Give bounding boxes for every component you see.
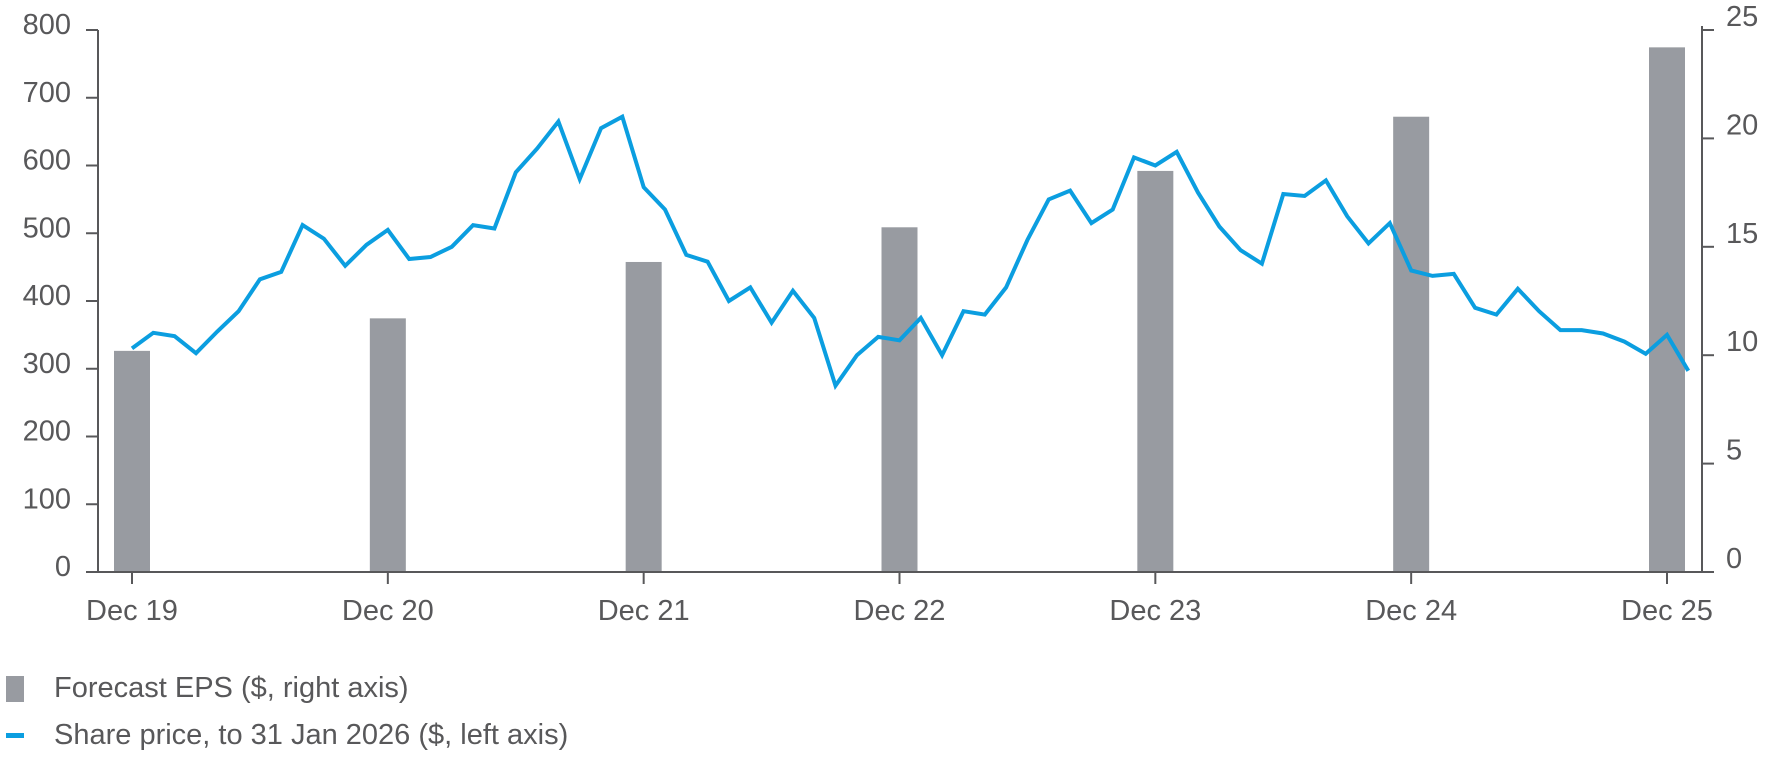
eps-bar — [1393, 116, 1430, 572]
right-axis-tick-label: 25 — [1726, 1, 1758, 33]
x-axis-tick-label: Dec 22 — [854, 595, 946, 627]
right-axis-tick-label: 5 — [1726, 435, 1742, 467]
right-axis-tick-label: 0 — [1726, 543, 1742, 575]
axes: 0 100 200 300 400 500 600 700 800 0 5 10 15 20 25 Dec 1… — [23, 1, 1759, 627]
right-axis-tick-label: 15 — [1726, 218, 1758, 250]
x-axis-tick-label: Dec 23 — [1109, 595, 1201, 627]
right-axis-tick-label: 10 — [1726, 326, 1758, 358]
eps-bar — [1649, 47, 1685, 573]
x-axis-tick-label: Dec 24 — [1365, 595, 1457, 627]
legend-label-eps: Forecast EPS ($, right axis) — [54, 672, 409, 704]
chart-canvas: 0 100 200 300 400 500 600 700 800 0 5 10 15 20 25 Dec 1… — [23, 1, 1759, 627]
legend-item-eps: Forecast EPS ($, right axis) — [6, 665, 568, 712]
left-axis-tick-label: 200 — [23, 416, 71, 448]
left-axis-tick-label: 300 — [23, 348, 71, 380]
eps-bar — [1137, 170, 1174, 573]
legend: Forecast EPS ($, right axis) Share price… — [6, 665, 568, 759]
left-axis-tick-label: 100 — [23, 483, 71, 515]
eps-bar — [114, 350, 150, 572]
x-axis-tick-label: Dec 20 — [342, 595, 434, 627]
share-price-line — [130, 113, 1691, 391]
line-swatch-icon — [6, 733, 24, 738]
left-axis-tick-label: 600 — [23, 145, 71, 177]
left-axis-tick-label: 500 — [23, 212, 71, 244]
bar-swatch-icon — [6, 675, 24, 702]
left-axis-tick-label: 0 — [55, 551, 71, 583]
eps-bar — [369, 318, 406, 572]
legend-item-share-price: Share price, to 31 Jan 2026 ($, left axi… — [6, 712, 568, 759]
left-axis-tick-label: 400 — [23, 280, 71, 312]
eps-bars — [114, 47, 1685, 573]
eps-bar — [881, 227, 918, 572]
left-axis-tick-label: 700 — [23, 77, 71, 109]
x-axis-tick-label: Dec 25 — [1621, 595, 1713, 627]
legend-label-share-price: Share price, to 31 Jan 2026 ($, left axi… — [54, 719, 569, 751]
x-axis-tick-label: Dec 21 — [598, 595, 690, 627]
x-axis-tick-label: Dec 19 — [86, 595, 178, 627]
left-axis-tick-label: 800 — [23, 9, 71, 41]
right-axis-tick-label: 20 — [1726, 109, 1758, 141]
eps-bar — [625, 261, 662, 572]
